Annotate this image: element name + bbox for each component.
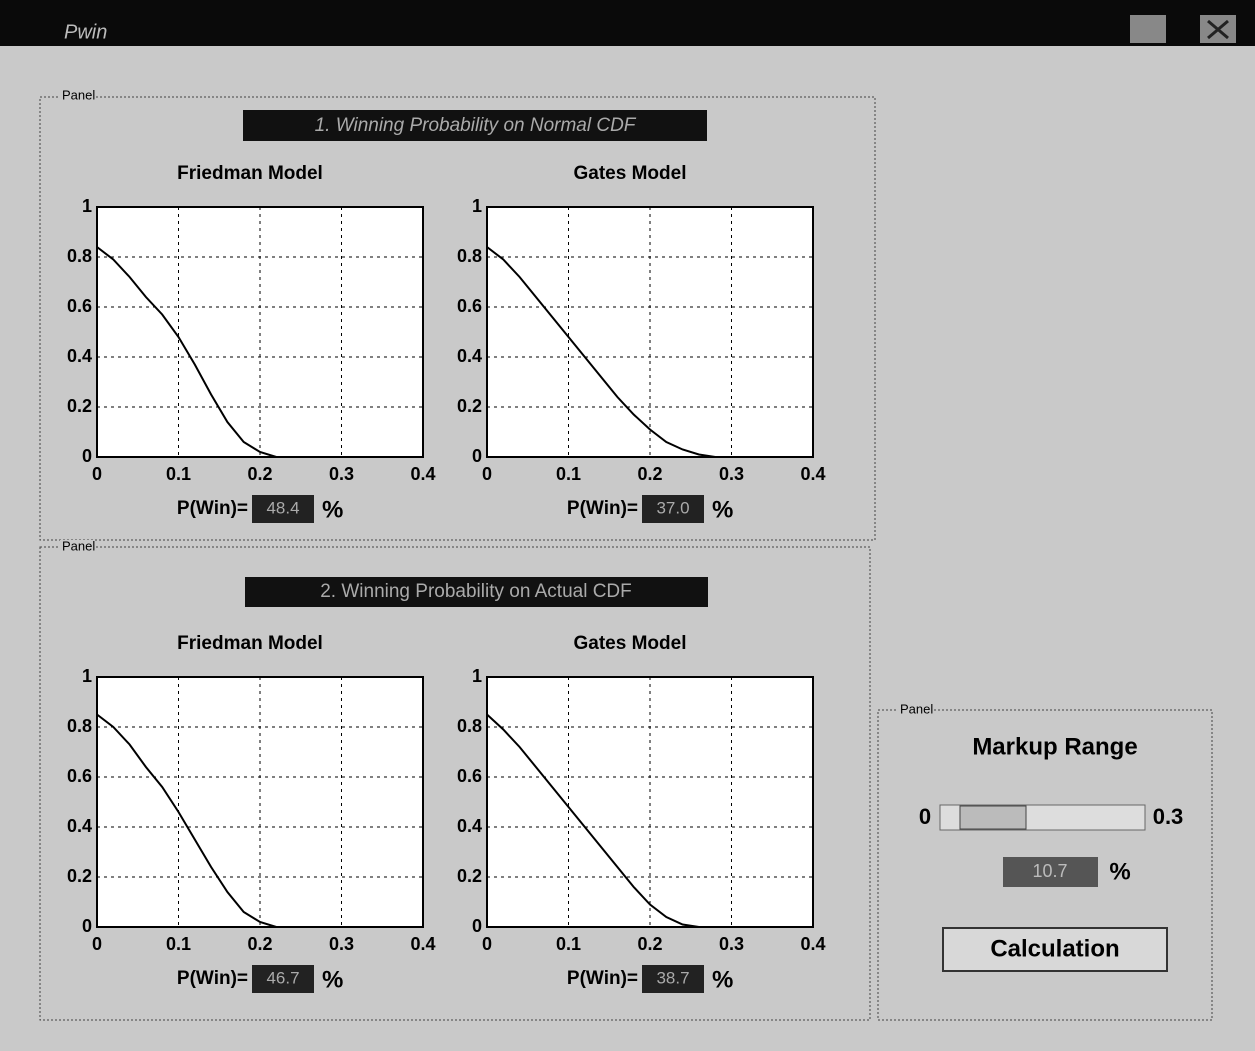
x-tick-label: 0.4 [410, 464, 435, 484]
result-label: P(Win)= [567, 498, 638, 519]
result-value: 38.7 [656, 968, 689, 987]
y-tick-label: 0.4 [457, 816, 482, 836]
x-tick-label: 0.4 [800, 934, 825, 954]
x-tick-label: 0.3 [329, 464, 354, 484]
result-value: 48.4 [266, 498, 299, 517]
x-tick-label: 0.1 [166, 934, 191, 954]
x-tick-label: 0 [92, 934, 102, 954]
result-unit: % [712, 496, 733, 523]
chart-title: Friedman Model [177, 633, 323, 654]
result-value: 37.0 [656, 498, 689, 517]
slider-thumb[interactable] [960, 806, 1026, 829]
value-text: 10.7 [1032, 861, 1067, 881]
x-tick-label: 0.4 [410, 934, 435, 954]
y-tick-label: 1 [472, 666, 482, 686]
panel-label: Panel [62, 87, 95, 102]
x-tick-label: 0.1 [166, 464, 191, 484]
y-tick-label: 0.4 [67, 816, 92, 836]
x-tick-label: 0.3 [329, 934, 354, 954]
result-unit: % [322, 966, 343, 993]
x-tick-label: 0.2 [637, 464, 662, 484]
y-tick-label: 0.2 [457, 396, 482, 416]
x-tick-label: 0 [92, 464, 102, 484]
x-tick-label: 0.1 [556, 464, 581, 484]
y-tick-label: 0.2 [457, 866, 482, 886]
panel-label: Panel [900, 701, 933, 716]
y-tick-label: 1 [472, 196, 482, 216]
x-tick-label: 0.3 [719, 934, 744, 954]
chart-title: Friedman Model [177, 163, 323, 184]
x-tick-label: 0 [482, 464, 492, 484]
x-tick-label: 0.2 [247, 934, 272, 954]
y-tick-label: 0.8 [457, 716, 482, 736]
unit: % [1109, 858, 1130, 885]
title-bar [0, 0, 1255, 46]
chart-title: Gates Model [574, 163, 687, 184]
minimize-button[interactable] [1130, 15, 1166, 43]
y-tick-label: 0.8 [67, 246, 92, 266]
page: {"window": {"title": "Pwin"}, "panels": … [0, 0, 1255, 1051]
result-value: 46.7 [266, 968, 299, 987]
y-tick-label: 0.4 [67, 346, 92, 366]
y-tick-label: 0 [82, 916, 92, 936]
y-tick-label: 0.6 [67, 296, 92, 316]
y-tick-label: 0 [472, 446, 482, 466]
y-tick-label: 0.8 [67, 716, 92, 736]
y-tick-label: 0.2 [67, 396, 92, 416]
panel-label: Panel [62, 538, 95, 553]
x-tick-label: 0.2 [637, 934, 662, 954]
chart-title: Gates Model [574, 633, 687, 654]
y-tick-label: 0.8 [457, 246, 482, 266]
result-unit: % [322, 496, 343, 523]
panel-heading: 2. Winning Probability on Actual CDF [320, 581, 632, 602]
result-label: P(Win)= [177, 498, 248, 519]
y-tick-label: 0.6 [457, 766, 482, 786]
panel-heading: 1. Winning Probability on Normal CDF [315, 115, 637, 136]
result-label: P(Win)= [567, 968, 638, 989]
y-tick-label: 1 [82, 196, 92, 216]
window-title: Pwin [64, 21, 107, 43]
x-tick-label: 0.4 [800, 464, 825, 484]
slider-min: 0 [919, 804, 931, 829]
x-tick-label: 0.1 [556, 934, 581, 954]
y-tick-label: 0.6 [457, 296, 482, 316]
y-tick-label: 0 [472, 916, 482, 936]
window: Pwin Panel Panel Panel 1. Winning Probab… [0, 0, 1255, 1051]
result-unit: % [712, 966, 733, 993]
x-tick-label: 0 [482, 934, 492, 954]
panel-heading: Markup Range [972, 733, 1137, 760]
button-label[interactable]: Calculation [990, 935, 1119, 962]
y-tick-label: 0.2 [67, 866, 92, 886]
x-tick-label: 0.3 [719, 464, 744, 484]
slider-max: 0.3 [1153, 804, 1184, 829]
result-label: P(Win)= [177, 968, 248, 989]
y-tick-label: 0.4 [457, 346, 482, 366]
y-tick-label: 1 [82, 666, 92, 686]
x-tick-label: 0.2 [247, 464, 272, 484]
y-tick-label: 0 [82, 446, 92, 466]
y-tick-label: 0.6 [67, 766, 92, 786]
